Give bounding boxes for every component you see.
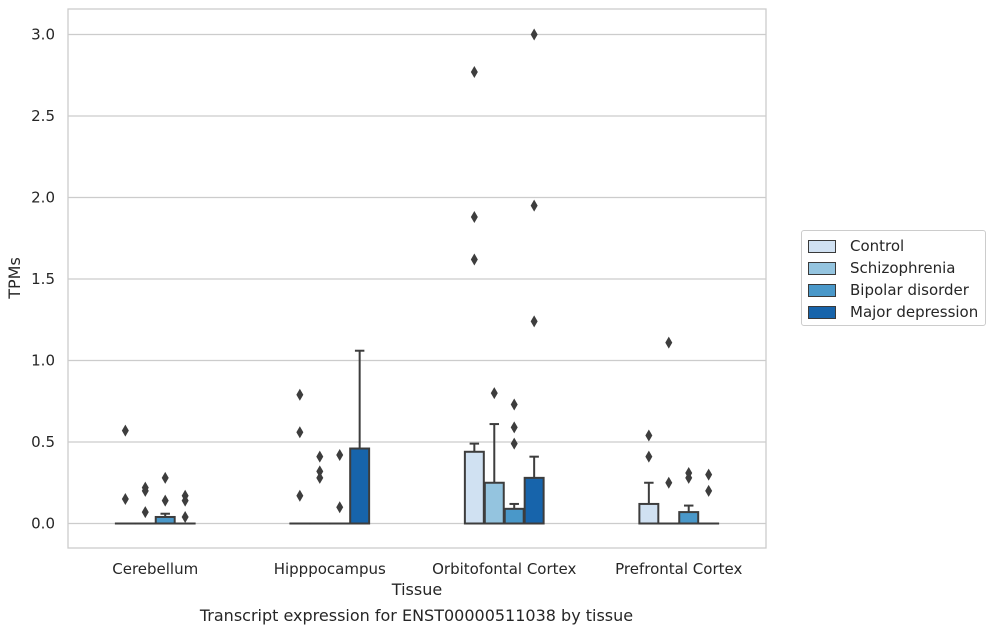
outlier-point [510, 398, 518, 411]
outlier-point [161, 494, 169, 507]
box-major-depression-cerebellum [174, 489, 196, 525]
legend-swatch-schizophrenia [808, 261, 836, 275]
outlier-point [296, 489, 304, 502]
box-major-depression-orbitofontal-cortex [523, 28, 545, 525]
y-tick-label: 0.5 [31, 433, 55, 451]
x-tick-labels: Cerebellum Hipppocampus Orbitofontal Corte… [112, 560, 742, 578]
iqr-box [638, 502, 660, 525]
series-bipolar-disorder [154, 398, 700, 525]
y-tick-label: 2.5 [31, 107, 55, 125]
box-bipolar-disorder-hipppocampus [329, 449, 351, 525]
legend-label-bipolar-disorder: Bipolar disorder [850, 281, 969, 299]
outlier-point [121, 493, 129, 506]
legend-item-major-depression: Major depression [808, 303, 978, 321]
box-major-depression-hipppocampus [349, 349, 371, 525]
outlier-point [530, 28, 538, 41]
x-tick-label: Cerebellum [112, 560, 198, 578]
y-tick-label: 0.0 [31, 515, 55, 533]
outlier-point [530, 315, 538, 328]
legend-label-schizophrenia: Schizophrenia [850, 259, 956, 277]
iqr-box [349, 447, 371, 525]
legend-item-bipolar-disorder: Bipolar disorder [808, 281, 969, 299]
plot-frame [67, 8, 767, 549]
box-control-prefrontal-cortex [638, 429, 660, 525]
legend-swatch-bipolar-disorder [808, 283, 836, 297]
box-major-depression-prefrontal-cortex [698, 468, 720, 525]
legend-label-major-depression: Major depression [850, 303, 979, 321]
outlier-point [685, 471, 693, 484]
box-bipolar-disorder-prefrontal-cortex [678, 466, 700, 525]
outlier-point [665, 476, 673, 489]
outlier-point [530, 199, 538, 212]
outlier-point [141, 506, 149, 519]
outlier-point [645, 450, 653, 463]
legend-item-schizophrenia: Schizophrenia [808, 259, 955, 277]
box-bipolar-disorder-orbitofontal-cortex [503, 398, 525, 525]
legend-label-control: Control [850, 237, 905, 255]
plot-marks [114, 28, 720, 525]
chart-caption: Transcript expression for ENST0000051103… [199, 606, 634, 625]
y-tick-label: 1.5 [31, 270, 55, 288]
y-tick-label: 2.0 [31, 189, 55, 207]
y-axis-label: TPMs [5, 257, 24, 300]
box-control-hipppocampus [289, 388, 311, 525]
outlier-point [336, 501, 344, 514]
iqr-box [503, 507, 525, 525]
y-tick-labels: 0.0 0.5 1.0 1.5 2.0 2.5 3.0 [31, 26, 55, 533]
box-schizophrenia-prefrontal-cortex [658, 336, 680, 525]
legend-swatch-control [808, 239, 836, 253]
box-control-orbitofontal-cortex [463, 65, 485, 525]
iqr-box [463, 450, 485, 525]
legend-swatch-major-depression [808, 305, 836, 319]
y-tick-label: 3.0 [31, 26, 55, 44]
x-tick-label: Orbitofontal Cortex [432, 560, 576, 578]
x-axis-label: Tissue [391, 580, 442, 599]
outlier-point [705, 484, 713, 497]
x-tick-label: Hipppocampus [274, 560, 386, 578]
y-tick-label: 1.0 [31, 352, 55, 370]
box-schizophrenia-cerebellum [134, 481, 156, 525]
box-bipolar-disorder-cerebellum [154, 471, 176, 525]
outlier-point [336, 449, 344, 462]
outlier-point [470, 65, 478, 78]
outlier-point [470, 253, 478, 266]
outlier-point [490, 387, 498, 400]
outlier-point [161, 471, 169, 484]
outlier-point [665, 336, 673, 349]
outlier-point [645, 429, 653, 442]
box-schizophrenia-orbitofontal-cortex [483, 387, 505, 525]
iqr-box [523, 476, 545, 525]
x-tick-label: Prefrontal Cortex [615, 560, 742, 578]
outlier-point [141, 484, 149, 497]
outlier-point [316, 450, 324, 463]
outlier-point [705, 468, 713, 481]
series-major-depression [174, 28, 720, 525]
iqr-box [483, 481, 505, 525]
series-schizophrenia [134, 336, 680, 525]
outlier-point [296, 388, 304, 401]
box-schizophrenia-hipppocampus [309, 450, 331, 525]
outlier-point [510, 437, 518, 450]
legend-item-control: Control [808, 237, 904, 255]
legend: Control Schizophrenia Bipolar disorder M… [801, 230, 986, 326]
outlier-point [296, 426, 304, 439]
iqr-box [678, 511, 700, 525]
box-control-cerebellum [114, 424, 136, 525]
series-control [114, 65, 660, 525]
outlier-point [181, 510, 189, 523]
outlier-point [510, 421, 518, 434]
outlier-point [181, 494, 189, 507]
grid-lines [68, 33, 766, 525]
outlier-point [316, 465, 324, 478]
outlier-point [121, 424, 129, 437]
outlier-point [470, 211, 478, 224]
outlier-point [316, 471, 324, 484]
